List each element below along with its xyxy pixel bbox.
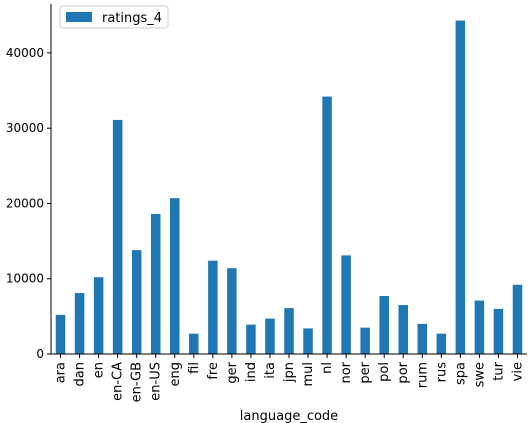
bar-mul (303, 328, 313, 354)
bar-tur (493, 308, 504, 354)
bar-nor (341, 255, 351, 354)
x-tick-label-mul: mul (301, 362, 316, 387)
bar-rum (417, 323, 428, 354)
x-tick-label-en-GB: en-GB (130, 362, 145, 402)
bar-swe (474, 300, 485, 354)
y-tick-label: 30000 (6, 121, 44, 135)
x-tick-label-ind: ind (244, 362, 259, 382)
legend-label: ratings_4 (102, 11, 162, 26)
bar-dan (74, 293, 85, 354)
legend: ratings_4 (59, 5, 169, 29)
bar-fre (208, 260, 218, 354)
y-tick-label: 20000 (6, 196, 44, 210)
bar-series (55, 20, 523, 355)
x-tick-label-en-US: en-US (149, 362, 164, 401)
x-tick-label-rum: rum (415, 362, 430, 388)
x-tick-label-nl: nl (320, 362, 335, 374)
x-tick-label-en: en (92, 362, 107, 378)
bar-ind (246, 324, 256, 354)
y-axis-ticks: 0 10000 20000 30000 40000 (6, 46, 51, 361)
bar-fil (189, 333, 199, 354)
bar-pol (379, 296, 389, 354)
bar-eng (170, 198, 180, 354)
bar-por (398, 305, 408, 354)
x-axis-label: language_code (240, 409, 338, 423)
x-tick-label-fil: fil (187, 362, 202, 374)
x-tick-label-nor: nor (339, 361, 354, 383)
x-tick-label-vie: vie (510, 362, 525, 381)
bar-jpn (284, 308, 294, 354)
x-tick-label-ger: ger (225, 361, 240, 383)
x-tick-label-rus: rus (434, 362, 449, 383)
y-tick-label: 0 (36, 347, 44, 361)
bar-ara (55, 314, 66, 354)
x-axis-ticks: ara dan en en-CA en-GB en-US eng fil fre ger ind it… (54, 354, 525, 402)
y-tick-label: 10000 (6, 272, 44, 286)
x-tick-label-jpn: jpn (282, 362, 297, 383)
legend-frame (59, 5, 169, 29)
bar-en-CA (112, 119, 123, 355)
bar-en (93, 277, 104, 354)
x-tick-label-spa: spa (453, 362, 468, 385)
x-tick-label-en-CA: en-CA (111, 362, 126, 401)
x-tick-label-ita: ita (263, 362, 278, 379)
x-tick-label-tur: tur (491, 361, 506, 380)
bar-vie (512, 284, 523, 354)
bar-nl (322, 96, 332, 355)
x-tick-label-fre: fre (206, 362, 221, 380)
x-tick-label-per: per (358, 361, 373, 383)
x-tick-label-pol: pol (377, 362, 392, 382)
legend-swatch (66, 12, 92, 22)
x-tick-label-swe: swe (472, 362, 487, 387)
y-tick-label: 40000 (6, 46, 44, 60)
bar-en-GB (131, 250, 142, 354)
bar-rus (436, 333, 447, 354)
x-tick-label-dan: dan (73, 362, 88, 386)
bar-ita (265, 318, 275, 354)
x-tick-label-por: por (396, 361, 411, 383)
x-tick-label-eng: eng (168, 362, 183, 387)
bar-en-US (150, 214, 161, 354)
bar-spa (455, 20, 466, 354)
bar-per (360, 327, 370, 354)
x-tick-label-ara: ara (54, 362, 69, 383)
bar-ger (227, 268, 237, 354)
